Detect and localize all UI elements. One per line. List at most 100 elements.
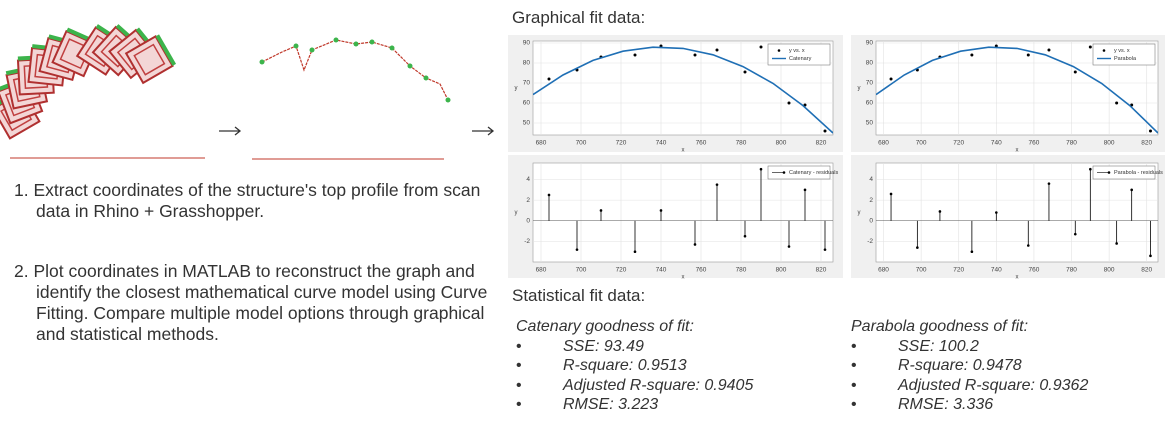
y-tick-label: 4 [526, 176, 530, 183]
stem-head [970, 250, 974, 253]
legend-label: y vs. x [789, 48, 805, 54]
y-tick-label: 50 [523, 120, 531, 127]
x-tick-label: 820 [816, 140, 827, 147]
x-tick-label: 740 [991, 267, 1002, 274]
stem-head [1073, 232, 1077, 236]
data-point [693, 53, 697, 57]
section-title: Statistical fit data: [512, 286, 646, 305]
x-tick-label: 760 [696, 267, 707, 274]
x-tick-label: 720 [953, 267, 964, 274]
chart: 680 700 720 740 760 780 800 820 50 60 70 80 90 x y y vs… [508, 35, 843, 154]
fit-heading: Parabola goodness of fit: [851, 318, 1029, 335]
legend-swatch [777, 49, 781, 52]
x-tick-label: 700 [576, 267, 587, 274]
x-tick-label: 820 [816, 267, 827, 274]
fit-stats: Parabola goodness of fit: SSE: 100.2 R-squ… [851, 317, 1088, 415]
fit-stat-text: RMSE: 3.336 [898, 396, 994, 413]
scan-edge [155, 34, 177, 66]
stem-head [1130, 188, 1133, 192]
stem-head [803, 188, 807, 192]
y-tick-label: -2 [524, 238, 530, 245]
section-title: Graphical fit data: [512, 8, 646, 27]
data-point [823, 129, 827, 133]
step: 1. Extract coordinates of the structure'… [14, 180, 481, 221]
data-point [1148, 129, 1152, 133]
stem-head [787, 245, 791, 248]
x-tick-label: 820 [1141, 140, 1152, 147]
fit-stat-text: R-square: 0.9478 [898, 357, 1022, 374]
data-point [1073, 70, 1077, 74]
scan-block [124, 34, 177, 85]
fit-stat: Adjusted R-square: 0.9405 [516, 376, 753, 396]
stem-head [693, 243, 697, 246]
stem-head [1047, 182, 1051, 185]
y-tick-label: 0 [526, 217, 530, 224]
fit-stat: R-square: 0.9478 [851, 356, 1088, 376]
data-point [743, 70, 747, 74]
x-tick-label: 760 [696, 140, 707, 147]
chart: 680 700 720 740 760 780 800 820 -2 0 2 4 x y Parabola … [851, 155, 1165, 281]
y-axis-label: y [515, 210, 518, 216]
fit-stat-text: SSE: 93.49 [563, 337, 644, 355]
y-tick-label: 90 [523, 40, 531, 47]
data-point [889, 77, 893, 81]
x-tick-label: 820 [1141, 267, 1152, 274]
stem-head [938, 210, 942, 213]
scan-square [124, 35, 174, 85]
fit-heading: Catenary goodness of fit: [516, 318, 694, 335]
fit-line [533, 46, 833, 134]
profile-image [252, 37, 451, 160]
stem-head [1026, 244, 1030, 247]
x-tick-label: 700 [916, 140, 927, 147]
stem-head [1115, 242, 1118, 245]
scan-square [133, 43, 166, 76]
stem-head [715, 183, 719, 186]
x-tick-label: 780 [736, 267, 747, 274]
stem-head [916, 246, 919, 249]
x-axis-label: x [1016, 275, 1019, 281]
fit-stat: RMSE: 3.223 [516, 395, 753, 415]
x-tick-label: 680 [536, 267, 547, 274]
y-tick-label: 2 [526, 197, 530, 204]
data-point [547, 77, 551, 81]
y-tick-label: 70 [523, 80, 531, 87]
fit-stat: SSE: 93.49 [516, 337, 753, 357]
x-axis-label: x [682, 148, 685, 154]
fit-stat: SSE: 100.2 [851, 337, 1088, 357]
x-tick-label: 700 [916, 267, 927, 274]
x-tick-label: 800 [1104, 140, 1115, 147]
y-axis-label: y [858, 86, 861, 92]
x-tick-label: 760 [1028, 140, 1039, 147]
y-tick-label: 60 [866, 100, 874, 107]
x-axis-label: x [1016, 148, 1019, 154]
y-tick-label: 50 [866, 120, 874, 127]
x-tick-label: 800 [776, 267, 787, 274]
data-point [759, 45, 763, 49]
x-tick-label: 760 [1028, 267, 1039, 274]
y-tick-label: 80 [866, 60, 874, 67]
legend-box [1092, 43, 1156, 66]
legend-swatch [1107, 171, 1111, 174]
x-tick-label: 680 [536, 140, 547, 147]
stem-head [575, 248, 579, 251]
stem-head [995, 211, 998, 214]
x-axis-label: x [682, 275, 685, 281]
x-tick-label: 780 [736, 140, 747, 147]
fit-stat-text: RMSE: 3.223 [563, 396, 659, 413]
legend-label: Catenary [789, 56, 812, 62]
data-point [1088, 45, 1092, 49]
data-point [633, 53, 637, 57]
fit-stat-text: SSE: 100.2 [898, 337, 979, 355]
fit-stat: RMSE: 3.336 [851, 395, 1088, 415]
x-tick-label: 680 [878, 140, 889, 147]
stem-head [1149, 254, 1152, 258]
legend-box [1092, 165, 1156, 180]
arrows [219, 126, 495, 136]
stem-head [743, 234, 747, 238]
x-tick-label: 780 [1066, 267, 1077, 274]
y-tick-label: 2 [869, 197, 873, 204]
x-tick-label: 720 [953, 140, 964, 147]
stem-head [633, 250, 637, 253]
fit-stat: R-square: 0.9513 [516, 356, 753, 376]
